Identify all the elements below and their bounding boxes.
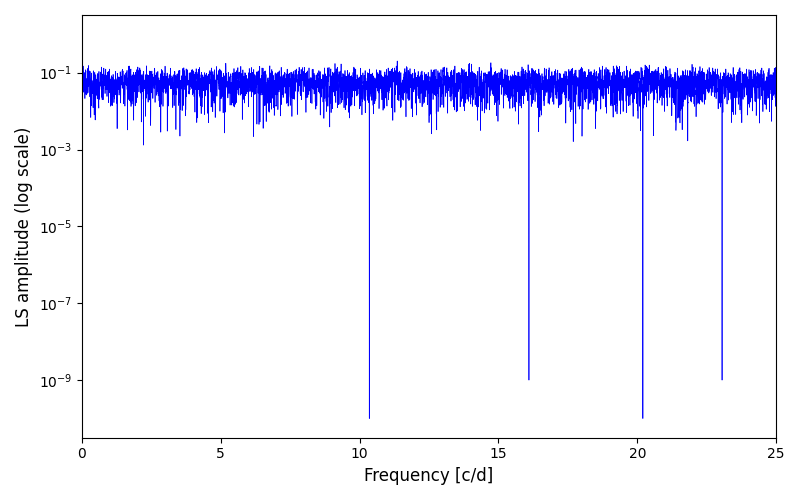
Y-axis label: LS amplitude (log scale): LS amplitude (log scale) [15,126,33,326]
X-axis label: Frequency [c/d]: Frequency [c/d] [364,467,494,485]
